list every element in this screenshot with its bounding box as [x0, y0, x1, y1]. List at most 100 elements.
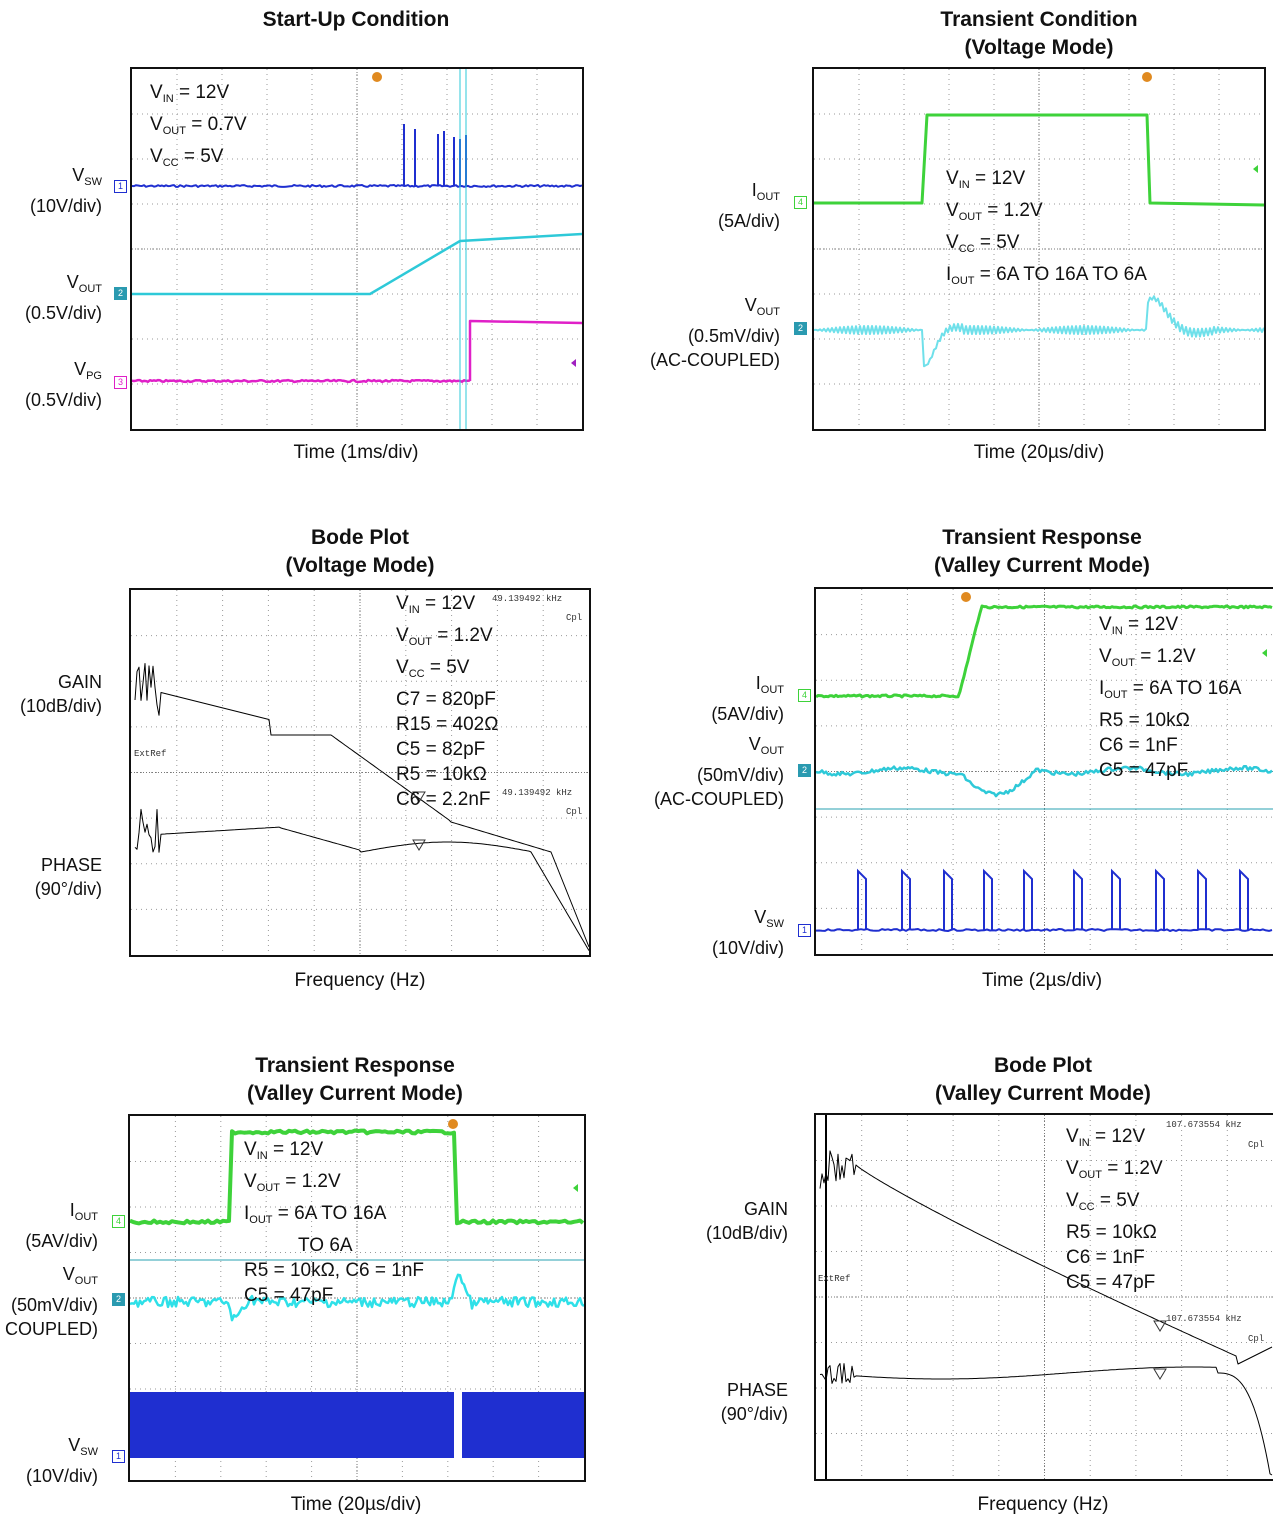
channel-scale: (90°/div)	[720, 1404, 788, 1424]
annotation-base: I	[1099, 678, 1105, 699]
annotation-block: VIN = 12V VOUT = 0.7V VCC = 5V	[150, 80, 247, 176]
channel-label-base: PHASE	[40, 855, 102, 875]
annotation-value: = 5V	[1094, 1190, 1140, 1211]
x-axis-label: Time (20µs/div)	[290, 1494, 422, 1515]
annotation-sub: IN	[162, 93, 174, 105]
trace-vout	[132, 232, 582, 296]
trace-vpg	[132, 378, 471, 384]
annotation-line: R5 = 10kΩ	[396, 764, 487, 785]
annotation-value: = 1.2V	[431, 625, 493, 646]
channel-marker: 4	[798, 689, 811, 702]
annotation-sub: IN	[256, 1150, 268, 1162]
channel-label-sub: PG	[86, 370, 102, 382]
annotation-block: VIN = 12V VOUT = 1.2V IOUT = 6A TO 16A R…	[1099, 612, 1241, 783]
channel-marker: 2	[114, 287, 127, 300]
annotation-sub: OUT	[1078, 1169, 1102, 1181]
vsw-pulse	[1197, 868, 1207, 930]
trace-canvas	[131, 590, 589, 955]
graticule	[816, 1115, 1273, 1479]
channel-marker: 3	[114, 376, 127, 389]
annotation-base: V	[946, 232, 959, 253]
annotation-base: V	[1099, 646, 1112, 667]
cursor-marker	[412, 791, 426, 803]
annotation-base: V	[150, 82, 163, 103]
annotation-line: C6 = 2.2nF	[396, 789, 491, 810]
chart-title-line: Start-Up Condition	[262, 8, 450, 31]
channel-label-base: GAIN	[57, 672, 102, 692]
annotation-value: = 6A TO 16A TO 6A	[974, 264, 1147, 285]
trace-canvas	[132, 69, 582, 429]
cursor-readout: Cpl	[1248, 1334, 1265, 1344]
annotation-value: = 0.7V	[185, 114, 247, 135]
trace-gain	[819, 1150, 1273, 1365]
graticule	[131, 590, 589, 955]
channel-scale: (0.5mV/div)	[687, 326, 780, 346]
trace-vout	[816, 764, 1273, 798]
annotation-value: = 12V	[1089, 1126, 1146, 1147]
channel-marker: 2	[798, 764, 811, 777]
annotation-value: = 12V	[1122, 614, 1179, 635]
annotation-base: V	[1066, 1126, 1079, 1147]
channel-marker: 4	[794, 196, 807, 209]
channel-label-sub: OUT	[756, 191, 780, 203]
channel-scale: (10V/div)	[29, 196, 102, 216]
annotation-base: V	[396, 625, 409, 646]
channel-label-vout: VOUT (50mV/div) COUPLED)	[0, 1262, 98, 1341]
annotation-line: C5 = 82pF	[396, 739, 486, 760]
vsw-pulse	[857, 868, 867, 930]
chart-title-line: (Valley Current Mode)	[935, 1082, 1151, 1105]
annotation-line: TO 6A	[298, 1235, 353, 1256]
channel-label-base: V	[62, 1264, 75, 1284]
channel-scale: (10V/div)	[25, 1466, 98, 1486]
channel-label-sub: OUT	[760, 745, 784, 757]
annotation-sub: OUT	[958, 211, 982, 223]
trace-canvas	[130, 1116, 584, 1480]
channel-label-vout: VOUT (50mV/div) (AC-COUPLED)	[600, 732, 784, 811]
annotation-base: V	[1099, 614, 1112, 635]
channel-label-sub: SW	[80, 1446, 98, 1458]
annotation-line: R15 = 402Ω	[396, 714, 499, 735]
annotation-line: C5 = 47pF	[1066, 1272, 1156, 1293]
trigger-marker	[1142, 72, 1152, 82]
channel-label-base: GAIN	[743, 1199, 788, 1219]
chart-title-line: (Valley Current Mode)	[934, 554, 1150, 577]
annotation-line: R5 = 10kΩ	[1099, 710, 1190, 731]
channel-coupling: COUPLED)	[4, 1319, 98, 1339]
level-marker	[1262, 649, 1267, 657]
chart-title: Transient Response (Valley Current Mode)	[814, 524, 1270, 580]
trace-vpg-high	[468, 319, 582, 381]
cursor-readout: Cpl	[566, 807, 583, 817]
chart-title: Bode Plot (Voltage Mode)	[130, 524, 590, 580]
channel-label-sub: OUT	[74, 1211, 98, 1223]
channel-label-base: V	[66, 272, 79, 292]
x-axis-label: Time (2µs/div)	[981, 970, 1103, 991]
annotation-sub: OUT	[951, 275, 975, 287]
chart-title: Transient Condition (Voltage Mode)	[812, 6, 1266, 62]
chart-title-line: (Voltage Mode)	[964, 36, 1114, 59]
cursor-readout: 49.139492 kHz	[502, 788, 573, 798]
annotation-value: = 5V	[178, 146, 224, 167]
channel-label-vsw: VSW (10V/div)	[0, 163, 102, 218]
channel-marker: 4	[112, 1215, 125, 1228]
channel-label-vsw: VSW (10V/div)	[0, 1433, 98, 1488]
vsw-pulse	[901, 868, 911, 930]
chart-title-line: Bode Plot	[311, 526, 409, 549]
channel-scale: (0.5V/div)	[24, 390, 102, 410]
annotation-value: = 1.2V	[1101, 1158, 1163, 1179]
ref-readout: ExtRef	[134, 749, 167, 759]
ref-readout: ExtRef	[818, 1274, 851, 1284]
channel-label-base: V	[68, 1435, 81, 1455]
scope-screen	[130, 67, 584, 431]
annotation-sub: OUT	[256, 1182, 280, 1194]
trigger-marker	[448, 1119, 458, 1129]
channel-label-vout: VOUT (0.5mV/div) (AC-COUPLED)	[600, 293, 780, 372]
trace-vout	[130, 1273, 584, 1322]
scope-screen	[128, 1114, 586, 1482]
channel-label-sub: SW	[84, 176, 102, 188]
annotation-base: V	[1066, 1158, 1079, 1179]
x-axis-label: Time (1ms/div)	[293, 442, 419, 463]
channel-scale: (50mV/div)	[696, 765, 784, 785]
channel-label-gain: GAIN (10dB/div)	[660, 1197, 788, 1245]
channel-label-base: V	[754, 907, 767, 927]
annotation-value: = 12V	[173, 82, 230, 103]
